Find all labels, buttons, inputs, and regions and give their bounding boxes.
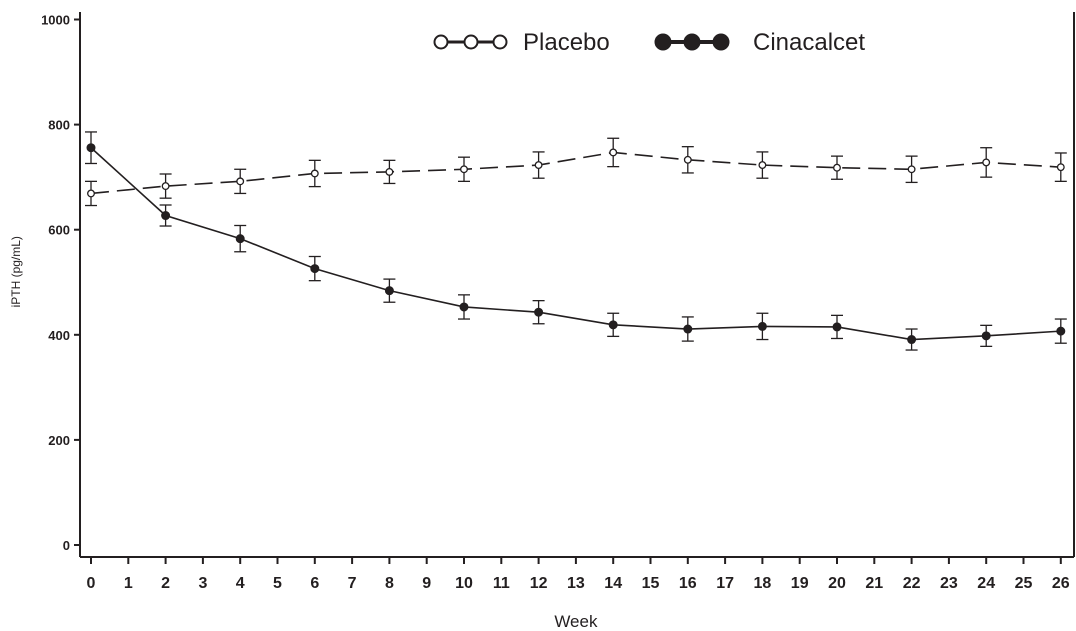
y-tick-label: 1000 — [41, 13, 70, 28]
x-tick-label: 24 — [977, 575, 995, 592]
data-point — [683, 155, 692, 164]
y-ticks: 0 200 400 600 800 1000 — [41, 13, 80, 553]
data-point — [982, 158, 991, 167]
x-tick-label: 23 — [940, 575, 958, 592]
x-tick-label: 21 — [865, 575, 883, 592]
x-tick-label: 19 — [791, 575, 809, 592]
data-point — [907, 165, 916, 174]
x-tick-label: 8 — [385, 575, 394, 592]
data-point — [757, 321, 767, 331]
data-point — [832, 322, 842, 332]
x-tick-label: 16 — [679, 575, 697, 592]
data-point — [87, 189, 95, 198]
legend-marker-cinacalcet — [683, 33, 701, 51]
data-point — [385, 167, 394, 176]
x-tick-label: 26 — [1052, 575, 1070, 592]
data-point — [459, 302, 469, 312]
legend-label-cinacalcet: Cinacalcet — [753, 29, 865, 56]
x-tick-label: 20 — [828, 575, 846, 592]
x-tick-label: 9 — [422, 575, 431, 592]
legend-label-placebo: Placebo — [523, 29, 610, 56]
x-tick-label: 1 — [124, 575, 133, 592]
data-point — [310, 264, 320, 274]
x-tick-label: 12 — [530, 575, 548, 592]
legend-marker-placebo — [433, 34, 449, 50]
x-tick-label: 0 — [87, 575, 96, 592]
series-cinacalcet — [85, 131, 1067, 351]
axes — [79, 12, 1075, 558]
x-tick-label: 2 — [161, 575, 170, 592]
data-point — [161, 211, 171, 221]
legend-marker-placebo — [492, 34, 508, 50]
data-point — [609, 148, 618, 157]
x-axis-title: Week — [554, 612, 598, 631]
data-point — [758, 161, 767, 170]
y-tick-label: 800 — [48, 118, 70, 133]
x-tick-label: 11 — [493, 575, 510, 592]
data-point — [86, 143, 96, 153]
data-point — [236, 177, 245, 186]
x-tick-label: 5 — [273, 575, 282, 592]
y-tick-label: 600 — [48, 223, 70, 238]
data-point — [907, 335, 917, 345]
data-point — [534, 307, 544, 317]
x-tick-label: 6 — [310, 575, 319, 592]
data-point — [1056, 163, 1065, 172]
data-point — [460, 165, 468, 174]
x-tick-label: 14 — [604, 575, 622, 592]
y-tick-label: 200 — [48, 433, 70, 448]
legend-marker-placebo — [463, 34, 479, 50]
series-layer — [85, 131, 1067, 351]
x-tick-label: 25 — [1015, 575, 1033, 592]
x-tick-label: 3 — [198, 575, 207, 592]
x-tick-label: 18 — [754, 575, 772, 592]
data-point — [683, 324, 693, 334]
data-point — [1056, 326, 1066, 336]
x-tick-label: 15 — [642, 575, 660, 592]
x-ticks: 0 1 2 3 4 5 6 7 8 9 10 11 12 13 14 15 16 17 18 19 20 21 22 23 24… — [87, 557, 1070, 592]
y-axis-title: iPTH (pg/mL) — [9, 236, 23, 307]
y-tick-label: 400 — [48, 328, 70, 343]
x-tick-label: 17 — [716, 575, 734, 592]
series-placebo — [85, 137, 1067, 207]
x-tick-label: 13 — [567, 575, 585, 592]
series-line-cinacalcet — [90, 147, 1061, 341]
x-tick-label: 7 — [348, 575, 357, 592]
legend-item-placebo: Placebo — [433, 29, 610, 56]
x-tick-label: 4 — [236, 575, 245, 592]
legend: Placebo Cinacalcet — [433, 29, 865, 56]
data-point — [235, 234, 245, 244]
data-point — [310, 169, 319, 178]
legend-marker-cinacalcet — [712, 33, 730, 51]
data-point — [384, 286, 394, 296]
series-line-placebo — [90, 151, 1061, 195]
legend-item-cinacalcet: Cinacalcet — [654, 29, 865, 56]
data-point — [534, 161, 543, 170]
y-tick-label: 0 — [63, 538, 70, 553]
x-tick-label: 10 — [455, 575, 473, 592]
data-point — [161, 182, 170, 191]
data-point — [833, 163, 841, 172]
legend-marker-cinacalcet — [654, 33, 672, 51]
data-point — [608, 320, 618, 330]
data-point — [981, 331, 991, 341]
x-tick-label: 22 — [903, 575, 921, 592]
